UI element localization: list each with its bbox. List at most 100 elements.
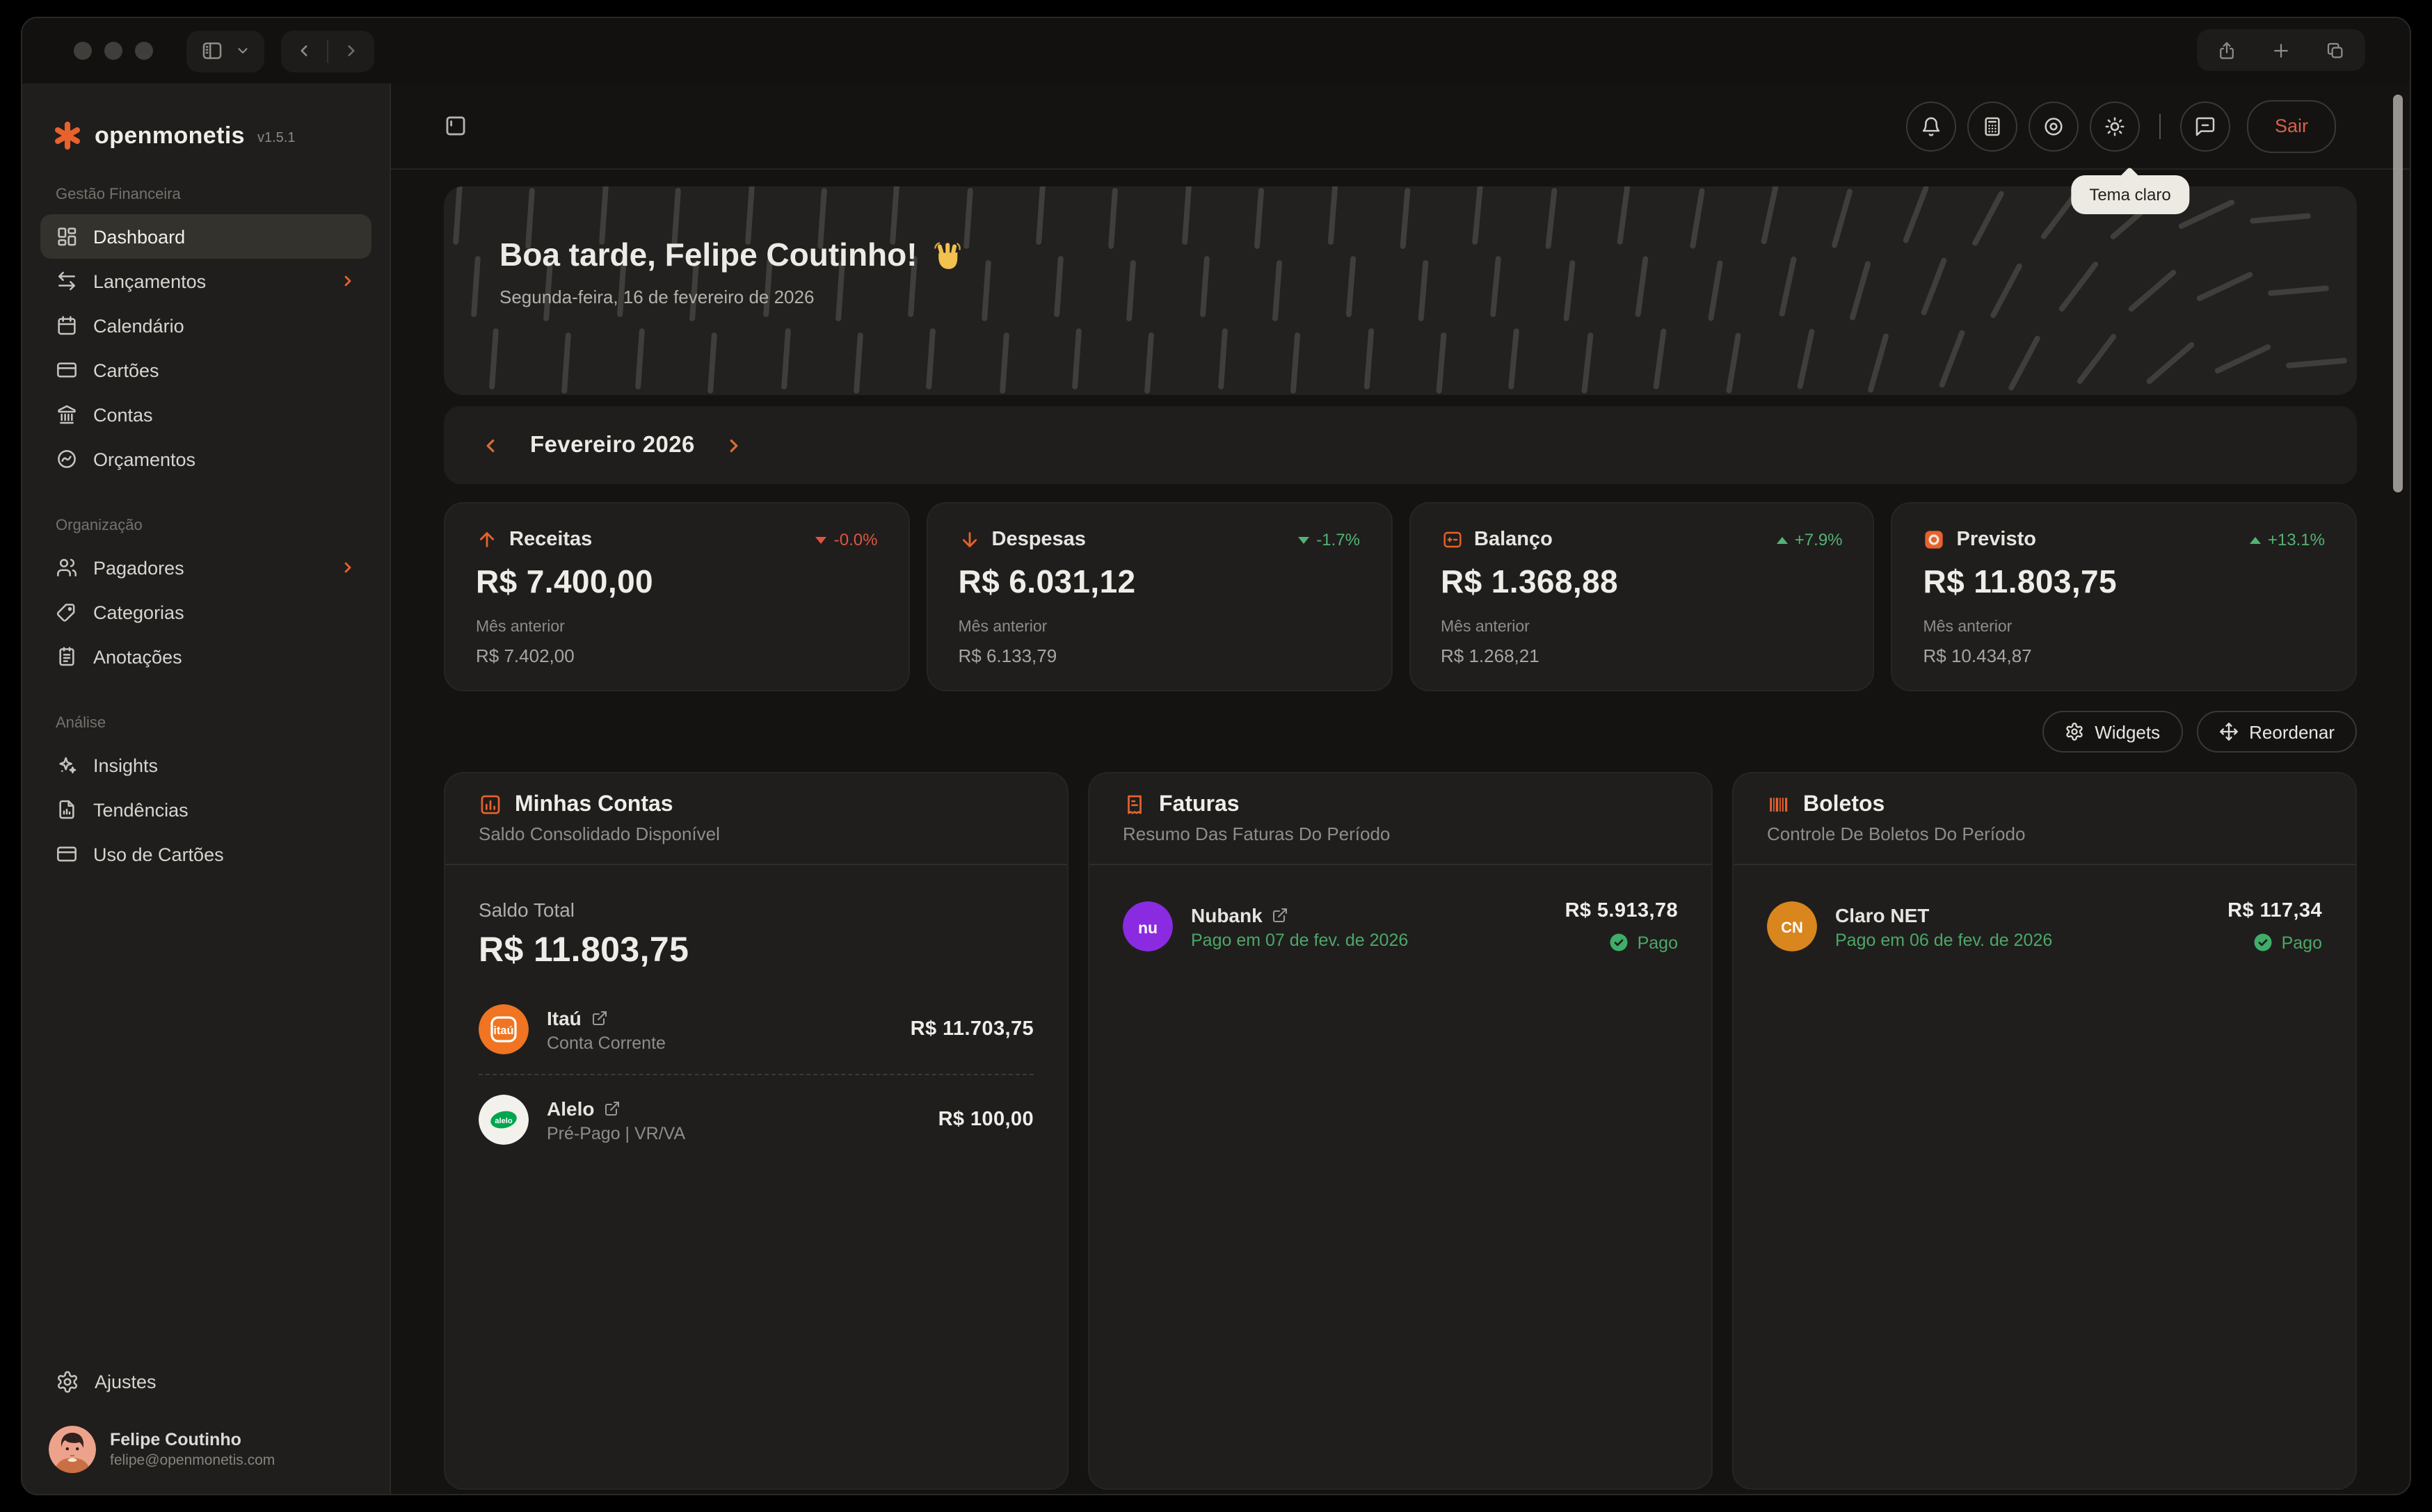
user-email: felipe@openmonetis.com [110, 1452, 275, 1469]
notifications-button[interactable] [1905, 101, 1956, 151]
back-button[interactable] [295, 42, 313, 60]
sidebar-item-uso-de-cartoes[interactable]: Uso de Cartões [40, 832, 371, 876]
share-button[interactable] [2216, 40, 2237, 61]
stat-card-previsto: Previsto +13.1% R$ 11.803,75 Mês anterio… [1891, 502, 2357, 691]
bell-icon [1920, 115, 1942, 137]
wave-emoji-icon [931, 239, 965, 272]
sidebar-section-label: Gestão Financeira [56, 186, 181, 203]
triangle-down-icon [815, 536, 827, 543]
sidebar-item-anotacoes[interactable]: Anotações [40, 634, 371, 679]
sidebar-item-lancamentos[interactable]: Lançamentos [40, 259, 371, 303]
greeting-date: Segunda-feira, 16 de fevereiro de 2026 [499, 287, 815, 307]
main-content: Sair Tema claro Boa tarde, Felipe Coutin… [391, 83, 2410, 1494]
zoom-window-button[interactable] [135, 42, 153, 60]
close-window-button[interactable] [74, 42, 92, 60]
sidebar-item-label: Dashboard [93, 226, 186, 247]
sidebar-item-label: Lançamentos [93, 271, 207, 291]
browser-sidebar-toggle[interactable] [186, 30, 264, 72]
dashboard-scroll-area[interactable]: Boa tarde, Felipe Coutinho! Segunda-feir… [391, 170, 2410, 1494]
stat-delta-badge: -1.7% [1298, 530, 1360, 549]
sidebar-item-label: Tendências [93, 799, 189, 820]
sidebar-item-orcamentos[interactable]: Orçamentos [40, 437, 371, 481]
svg-text:CN: CN [1781, 919, 1803, 936]
sidebar-footer: Ajustes Felipe Coutinho felipe@openmonet… [40, 1359, 371, 1473]
target-icon [1923, 529, 1946, 551]
sidebar-item-label: Contas [93, 404, 153, 425]
divider [2159, 113, 2161, 138]
app-logo: openmonetis v1.5.1 [53, 121, 371, 150]
dashboard-actions: Widgets Reordenar [444, 711, 2357, 753]
window-toolbar [2197, 29, 2365, 71]
sidebar-item-pagadores[interactable]: Pagadores [40, 545, 371, 590]
forward-button[interactable] [342, 42, 360, 60]
card-icon [56, 843, 78, 865]
panel-left-toggle[interactable] [444, 114, 467, 138]
invoice-row[interactable]: nu Nubank Pago em 07 de fev. de 2026 R$ … [1123, 899, 1678, 954]
sidebar-item-label: Ajustes [95, 1371, 157, 1392]
barcode-icon [1767, 793, 1791, 817]
external-link-icon[interactable] [604, 1100, 621, 1116]
month-prev-button[interactable] [480, 435, 501, 456]
sidebar-item-insights[interactable]: Insights [40, 743, 371, 787]
chevron-down-icon [235, 43, 250, 58]
calculator-button[interactable] [1967, 101, 2017, 151]
stat-title: Balanço [1474, 529, 1553, 551]
widgets-button-label: Widgets [2095, 721, 2161, 742]
privacy-button[interactable] [2028, 101, 2079, 151]
scrollbar[interactable] [2393, 95, 2403, 492]
logout-button[interactable]: Sair [2246, 99, 2336, 152]
reorder-button[interactable]: Reordenar [2196, 711, 2357, 753]
bill-row[interactable]: CN Claro NET Pago em 06 de fev. de 2026 … [1767, 899, 2322, 954]
sidebar-item-cartoes[interactable]: Cartões [40, 348, 371, 392]
content-header: Sair [391, 83, 2410, 170]
new-tab-button[interactable] [2271, 40, 2291, 61]
month-next-button[interactable] [724, 435, 745, 456]
account-row[interactable]: itaú Itaú Conta Corrente R$ 11.703,75 [479, 1002, 1034, 1057]
sidebar-item-tendencias[interactable]: Tendências [40, 787, 371, 832]
sidebar-item-categorias[interactable]: Categorias [40, 590, 371, 634]
status-badge: Pago [1608, 932, 1678, 953]
browser-nav [281, 30, 374, 72]
eye-icon [2042, 115, 2065, 137]
row-detail: Pago em 06 de fev. de 2026 [1835, 930, 2053, 949]
app-window: openmonetis v1.5.1 Gestão Financeira Dash… [21, 17, 2411, 1495]
minimize-window-button[interactable] [104, 42, 122, 60]
tab-overview-button[interactable] [2325, 40, 2346, 61]
theme-toggle-button[interactable] [2089, 101, 2140, 151]
status-badge: Pago [2253, 932, 2322, 953]
external-link-icon[interactable] [1272, 906, 1289, 923]
arrow-up-icon [476, 529, 498, 551]
widgets-button[interactable]: Widgets [2042, 711, 2183, 753]
widget-title: Boletos [1803, 792, 1885, 816]
diff-icon [1441, 529, 1463, 551]
sidebar-item-label: Insights [93, 755, 159, 775]
stat-prev-label: Mês anterior [476, 619, 565, 636]
sidebar-item-ajustes[interactable]: Ajustes [40, 1359, 371, 1404]
bar-chart-icon [479, 793, 502, 817]
sidebar-section-label: Análise [56, 715, 106, 732]
account-row[interactable]: alelo Alelo Pré-Pago | VR/VA R$ 100,00 [479, 1092, 1034, 1148]
user-profile[interactable]: Felipe Coutinho felipe@openmonetis.com [49, 1426, 371, 1473]
row-name: Itaú [547, 1006, 666, 1029]
dashboard-icon [56, 225, 78, 248]
calculator-icon [1981, 115, 2003, 137]
stat-title: Receitas [509, 529, 593, 551]
nubank-logo: nu [1123, 901, 1173, 951]
feedback-button[interactable] [2179, 101, 2230, 151]
invoices-widget: Faturas Resumo Das Faturas Do Período nu… [1088, 772, 1713, 1490]
titlebar [22, 18, 2410, 83]
status-label: Pago [1637, 933, 1678, 952]
stat-delta-value: -1.7% [1316, 530, 1360, 549]
stat-prev-label: Mês anterior [1923, 619, 2013, 636]
sidebar-item-dashboard[interactable]: Dashboard [40, 214, 371, 259]
sidebar-item-contas[interactable]: Contas [40, 392, 371, 437]
accounts-list: itaú Itaú Conta Corrente R$ 11.703,75 ale… [479, 1002, 1034, 1148]
bills-widget: Boletos Controle De Boletos Do Período C… [1732, 772, 2357, 1490]
divider [327, 40, 328, 62]
sidebar-item-calendario[interactable]: Calendário [40, 303, 371, 348]
window-controls [74, 42, 153, 60]
app-version: v1.5.1 [257, 130, 296, 145]
external-link-icon[interactable] [591, 1009, 608, 1026]
stat-card-receitas: Receitas -0.0% R$ 7.400,00 Mês anterior … [444, 502, 910, 691]
